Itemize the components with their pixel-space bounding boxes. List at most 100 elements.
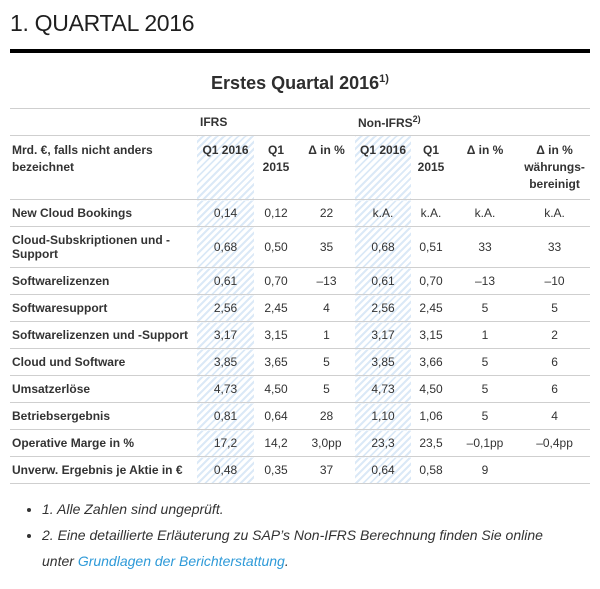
row-label: Operative Marge in %	[12, 436, 135, 450]
cell-value: 0,64	[355, 456, 412, 484]
row-label: Betriebsergebnis	[12, 409, 111, 423]
cell-value: 2,45	[264, 301, 288, 315]
group-header-non-ifrs: Non-IFRS2)	[355, 109, 590, 136]
reporting-basis-link[interactable]: Grundlagen der Berichterstattung	[77, 553, 285, 569]
cell-value: 4	[551, 409, 558, 423]
cell-value: 14,2	[264, 436, 288, 450]
cell-value: 0,12	[264, 206, 288, 220]
cell-value: 0,61	[355, 267, 412, 295]
row-label: Unverw. Ergebnis je Aktie in €	[12, 463, 183, 477]
row-label: New Cloud Bookings	[12, 206, 132, 220]
cell-value: k.A.	[474, 206, 496, 220]
col-header-ifrs-q1-2015: Q1 2015	[262, 143, 290, 174]
table-row: Umsatzerlöse 4,73 4,50 5 4,73 4,50 5 6	[10, 375, 591, 403]
table-title-text: Erstes Quartal 2016	[211, 73, 380, 93]
cell-value: k.A.	[355, 199, 412, 227]
group-header-row: IFRS Non-IFRS2)	[10, 108, 591, 136]
cell-value	[519, 457, 590, 484]
cell-value: 4,50	[264, 382, 288, 396]
cell-value: 0,51	[419, 240, 443, 254]
cell-value: 0,61	[197, 267, 254, 295]
table-row: New Cloud Bookings 0,14 0,12 22 k.A. k.A…	[10, 199, 591, 227]
cell-value: –13	[316, 274, 337, 288]
col-header-ifrs-q1-2016: Q1 2016	[197, 135, 254, 200]
cell-value: 1	[323, 328, 330, 342]
cell-value: 0,68	[197, 226, 254, 268]
cell-value: 3,15	[419, 328, 443, 342]
col-header-nonifrs-q1-2015: Q1 2015	[417, 143, 445, 174]
cell-value: 23,5	[419, 436, 443, 450]
cell-value: 22	[319, 206, 334, 220]
cell-value: 2,56	[355, 294, 412, 322]
cell-value: 4	[323, 301, 330, 315]
cell-value: 4,50	[419, 382, 443, 396]
col-header-ifrs-delta: Δ in %	[308, 143, 345, 157]
section-divider	[10, 49, 590, 53]
cell-value: –0,4pp	[536, 436, 573, 450]
cell-value: 3,85	[197, 348, 254, 376]
cell-value: 0,70	[419, 274, 443, 288]
cell-value: k.A.	[544, 206, 565, 220]
row-label: Umsatzerlöse	[12, 382, 91, 396]
cell-value: 9	[481, 463, 489, 477]
cell-value: 0,50	[264, 240, 288, 254]
cell-value: 33	[478, 240, 492, 254]
cell-value: 6	[551, 355, 558, 369]
table-row: Unverw. Ergebnis je Aktie in € 0,48 0,35…	[10, 456, 591, 484]
cell-value: 6	[551, 382, 558, 396]
cell-value: 3,65	[264, 355, 288, 369]
cell-value: 5	[481, 382, 489, 396]
cell-value: 2,45	[419, 301, 443, 315]
cell-value: 33	[547, 240, 562, 254]
group-header-ifrs: IFRS	[197, 109, 355, 136]
table-row: Softwarelizenzen und -Support 3,17 3,15 …	[10, 321, 591, 349]
cell-value: 1	[481, 328, 489, 342]
cell-value: 0,35	[264, 463, 288, 477]
col-header-nonifrs-q1-2016: Q1 2016	[355, 135, 412, 200]
cell-value: 35	[319, 240, 334, 254]
cell-value: 0,48	[197, 456, 254, 484]
cell-value: 37	[319, 463, 334, 477]
cell-value: 2,56	[197, 294, 254, 322]
table-title: Erstes Quartal 20161)	[0, 73, 600, 94]
row-label: Softwarelizenzen und -Support	[12, 328, 188, 342]
cell-value: 5	[481, 301, 489, 315]
cell-value: 0,14	[197, 199, 254, 227]
non-ifrs-footnote-ref: 2)	[412, 114, 421, 124]
footnote-1: 1. Alle Zahlen sind ungeprüft.	[42, 496, 570, 522]
cell-value: 5	[551, 301, 558, 315]
table-row: Operative Marge in % 17,2 14,2 3,0pp 23,…	[10, 429, 591, 457]
cell-value: –13	[475, 274, 496, 288]
table-row: Cloud und Software 3,85 3,65 5 3,85 3,66…	[10, 348, 591, 376]
row-label: Softwaresupport	[12, 301, 108, 315]
cell-value: 23,3	[355, 429, 412, 457]
page-title: 1. QUARTAL 2016	[10, 10, 195, 36]
group-label-ifrs: IFRS	[200, 115, 228, 129]
col-header-nonifrs-delta: Δ in %	[466, 143, 504, 157]
row-label: Cloud-Subskriptionen und -Support	[12, 233, 170, 261]
table-title-footnote-ref: 1)	[379, 73, 389, 85]
cell-value: 3,85	[355, 348, 412, 376]
cell-value: 5	[323, 355, 330, 369]
cell-value: 17,2	[197, 429, 254, 457]
cell-value: 28	[319, 409, 334, 423]
cell-value: k.A.	[420, 206, 442, 220]
cell-value: 3,17	[355, 321, 412, 349]
report-page: 1. QUARTAL 2016 Erstes Quartal 20161) IF…	[0, 10, 600, 574]
cell-value: 0,58	[419, 463, 443, 477]
cell-value: –0,1pp	[466, 436, 504, 450]
results-table: IFRS Non-IFRS2) Mrd. €, falls nicht ande…	[10, 108, 591, 484]
footnote-1-text: 1. Alle Zahlen sind ungeprüft.	[42, 501, 224, 517]
cell-value: 3,0pp	[311, 436, 342, 450]
cell-value: –10	[544, 274, 565, 288]
row-label: Cloud und Software	[12, 355, 126, 369]
unit-label: Mrd. €, falls nicht anders bezeichnet	[12, 143, 153, 174]
cell-value: 1,10	[355, 402, 412, 430]
table-row: Cloud-Subskriptionen und -Support 0,68 0…	[10, 226, 591, 268]
col-header-delta-currency-adjusted: Δ in % währungs- bereinigt	[524, 143, 585, 191]
table-body: New Cloud Bookings 0,14 0,12 22 k.A. k.A…	[10, 199, 591, 484]
footnote-2-text: 2. Eine detaillierte Erläuterung zu SAP’…	[42, 527, 543, 569]
footnotes-list: 1. Alle Zahlen sind ungeprüft. 2. Eine d…	[0, 496, 600, 574]
cell-value: 0,64	[264, 409, 288, 423]
cell-value: 1,06	[419, 409, 443, 423]
